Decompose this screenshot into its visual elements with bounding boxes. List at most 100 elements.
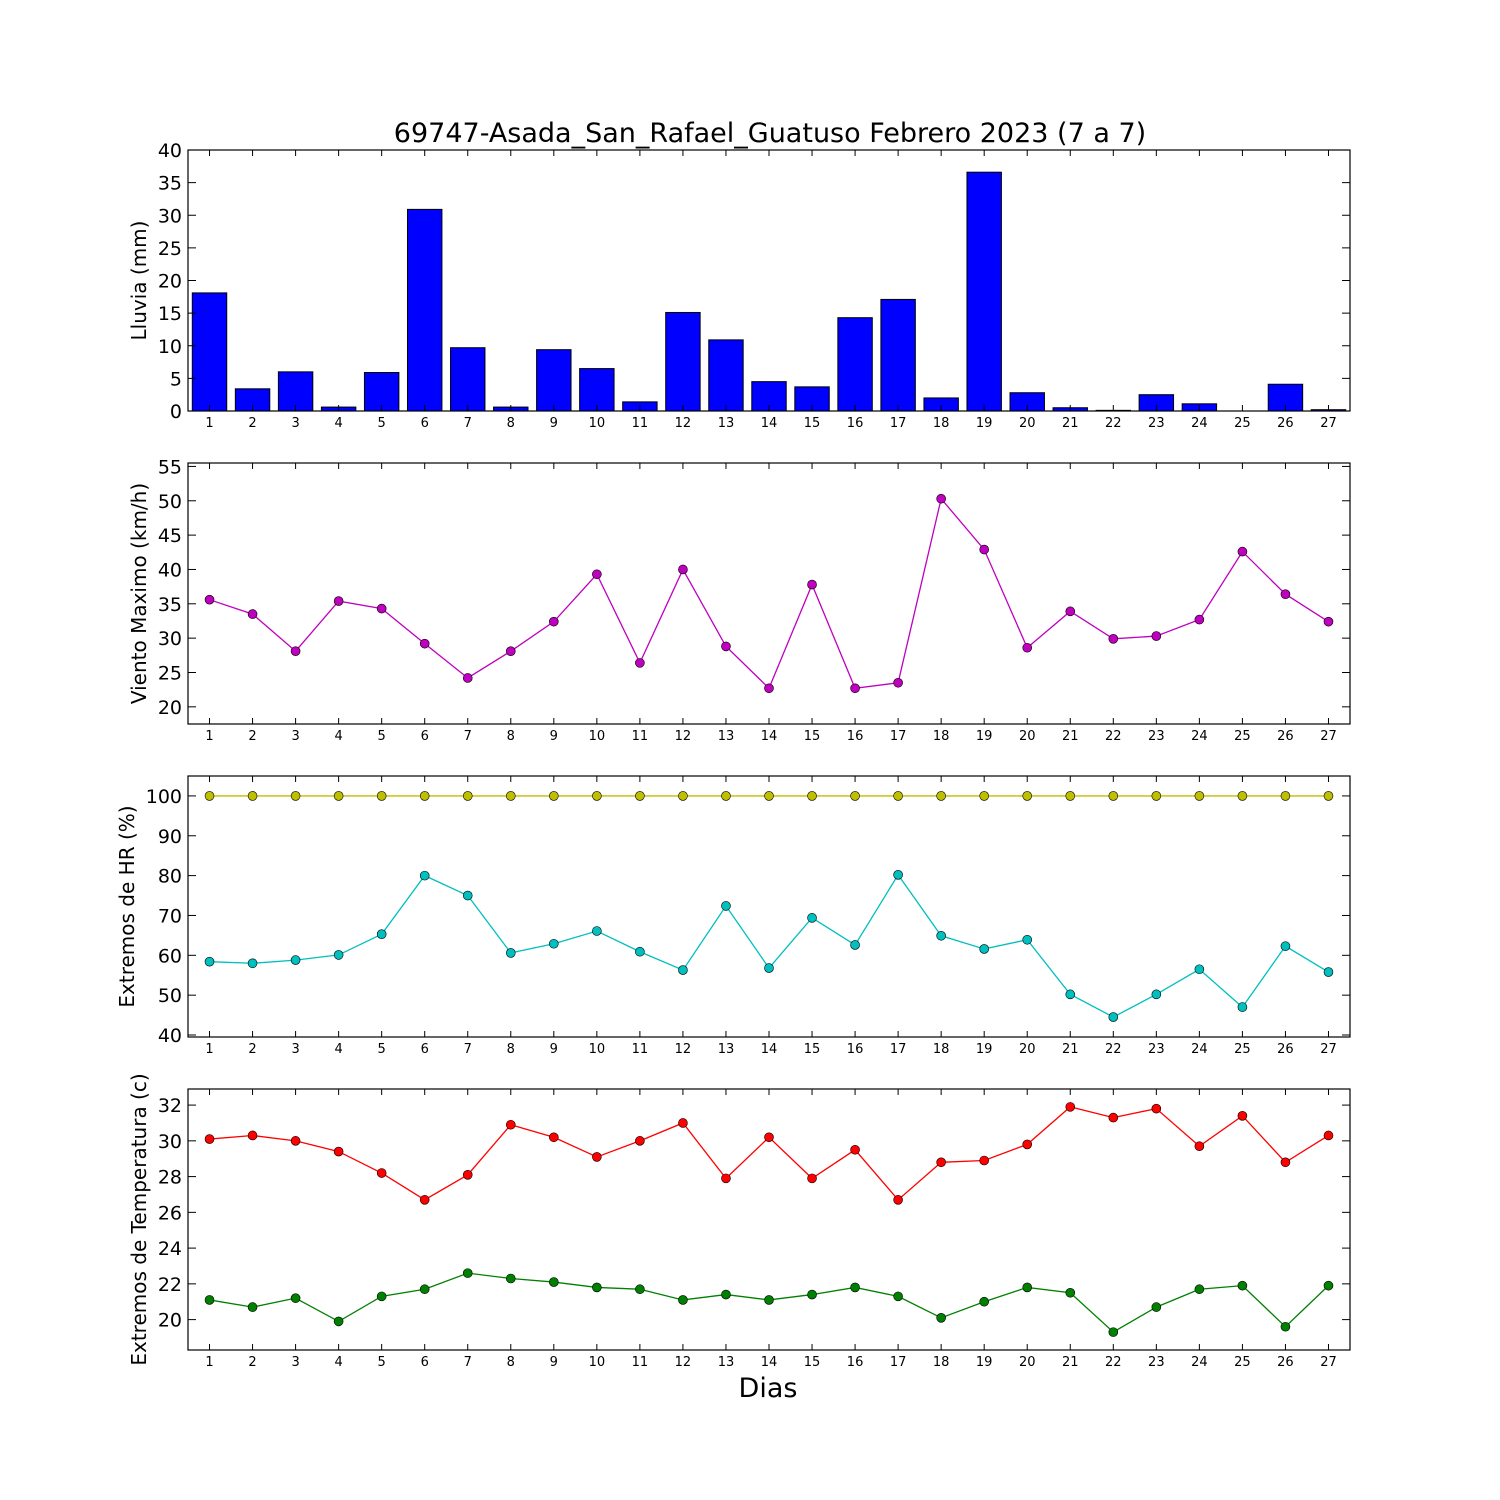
series-2-point-day-1 (204, 956, 215, 967)
series-2-point-day-6 (419, 870, 430, 881)
series-2-point-day-7 (462, 1268, 473, 1278)
series-1-point-day-22 (1108, 1112, 1119, 1123)
series-1-point-day-25 (1237, 791, 1248, 801)
y-tick-label: 25 (158, 662, 182, 684)
y-tick-label: 0 (170, 401, 182, 423)
series-2-point-day-2 (247, 1302, 258, 1312)
series-1-point-day-15 (807, 1173, 817, 1184)
x-tick-label: 26 (1277, 416, 1294, 431)
x-tick-label: 4 (334, 1355, 342, 1370)
series-2-point-day-25 (1237, 1002, 1248, 1012)
x-tick-label: 27 (1320, 416, 1337, 431)
x-tick-label: 17 (890, 1042, 907, 1057)
y-tick-label: 60 (158, 945, 182, 967)
series-2-point-day-2 (247, 958, 258, 969)
x-tick-label: 26 (1277, 729, 1294, 744)
x-tick-label: 22 (1105, 416, 1122, 431)
series-1-point-day-27 (1323, 616, 1334, 627)
x-tick-label: 2 (248, 1042, 256, 1057)
y-tick-label: 35 (158, 594, 182, 616)
x-tick-label: 27 (1320, 1042, 1337, 1057)
series-1-point-day-8 (505, 791, 516, 801)
series-2-point-day-3 (290, 1293, 301, 1303)
series-1-point-day-2 (247, 1130, 258, 1141)
bar-day-3 (277, 371, 314, 412)
y-tick-label: 32 (158, 1095, 182, 1117)
plot-frame (187, 149, 1351, 412)
series-1-point-day-11 (635, 1136, 645, 1146)
x-tick-label: 23 (1148, 416, 1165, 431)
series-1-point-day-14 (764, 683, 774, 694)
x-tick-label: 9 (550, 1355, 558, 1370)
series-1-point-day-21 (1065, 606, 1076, 617)
y-tick-label: 10 (158, 336, 182, 358)
series-2-point-day-24 (1194, 1284, 1205, 1295)
x-tick-label: 24 (1191, 1355, 1208, 1370)
series-2-point-day-20 (1022, 1282, 1033, 1293)
x-axis-label: Dias (739, 1373, 798, 1404)
series-1-point-day-16 (850, 1144, 860, 1155)
series-1-point-day-9 (549, 791, 559, 801)
series-1-point-day-24 (1194, 1141, 1205, 1152)
x-tick-label: 5 (378, 1355, 386, 1370)
series-1-point-day-14 (764, 791, 774, 801)
bar-day-1 (191, 292, 228, 412)
y-tick-label: 20 (158, 1310, 182, 1332)
series-1-point-day-21 (1065, 1102, 1076, 1112)
x-tick-label: 12 (675, 416, 692, 431)
y-axis-label: Extremos de HR (%) (115, 805, 139, 1007)
x-tick-label: 8 (507, 1042, 515, 1057)
bar-day-17 (880, 298, 916, 412)
x-tick-label: 15 (804, 729, 821, 744)
y-tick-label: 50 (158, 985, 182, 1007)
series-1-point-day-11 (635, 658, 645, 668)
series-2-point-day-23 (1151, 1302, 1162, 1312)
series-2-point-day-4 (333, 1316, 344, 1327)
series-1-point-day-6 (419, 638, 430, 649)
y-tick-label: 80 (158, 866, 182, 888)
series-2-point-day-13 (721, 901, 731, 911)
series-2-point-day-17 (893, 870, 903, 880)
x-tick-label: 24 (1191, 1042, 1208, 1057)
series-1-point-day-22 (1108, 791, 1119, 801)
series-2-point-day-10 (592, 926, 602, 936)
series-1-point-day-15 (807, 579, 817, 590)
series-2-point-day-9 (549, 1277, 559, 1287)
series-1-point-day-26 (1280, 791, 1291, 801)
x-tick-label: 18 (933, 1042, 950, 1057)
series-2-point-day-3 (290, 955, 301, 965)
series-1-point-day-23 (1151, 1103, 1162, 1114)
x-tick-label: 7 (464, 1042, 472, 1057)
series-1-point-day-23 (1151, 631, 1162, 641)
series-2-point-day-4 (333, 950, 344, 960)
series-1-point-day-20 (1022, 1139, 1033, 1150)
series-1-point-day-13 (721, 791, 731, 801)
x-tick-label: 13 (718, 416, 735, 431)
series-2-point-day-15 (807, 1289, 817, 1300)
bar-day-9 (536, 349, 572, 412)
x-tick-label: 2 (248, 729, 256, 744)
series-2-point-day-23 (1151, 989, 1162, 1000)
series-1-point-day-19 (979, 544, 989, 555)
x-tick-label: 14 (761, 729, 778, 744)
plot-frame (187, 775, 1351, 1038)
bar-day-7 (450, 347, 486, 412)
bar-day-6 (406, 208, 443, 412)
x-tick-label: 10 (589, 1355, 606, 1370)
x-tick-label: 9 (550, 729, 558, 744)
x-tick-label: 3 (291, 1042, 299, 1057)
x-tick-label: 12 (675, 729, 692, 744)
series-2-point-day-25 (1237, 1280, 1248, 1291)
bar-day-12 (665, 311, 701, 412)
x-tick-label: 3 (291, 416, 299, 431)
series-1-point-day-3 (290, 646, 301, 656)
series-1-point-day-24 (1194, 791, 1205, 801)
y-tick-label: 40 (158, 140, 182, 162)
series-1-point-day-3 (290, 791, 301, 801)
x-tick-label: 26 (1277, 1355, 1294, 1370)
y-tick-label: 22 (158, 1274, 182, 1296)
x-tick-label: 5 (378, 416, 386, 431)
x-tick-label: 24 (1191, 416, 1208, 431)
series-1-point-day-10 (592, 791, 602, 801)
series-2-point-day-17 (893, 1291, 903, 1302)
